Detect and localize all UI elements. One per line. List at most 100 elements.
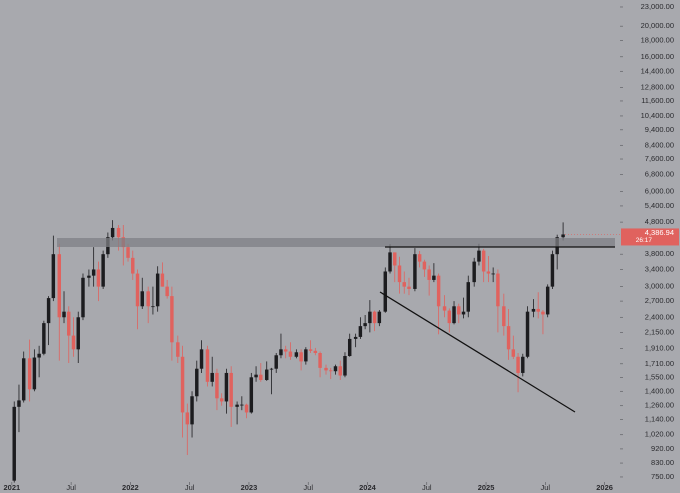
candle-body	[67, 311, 71, 336]
candle-body	[417, 254, 422, 262]
y-tick-label: 5,400.00	[645, 201, 674, 210]
candle-body	[160, 273, 165, 287]
candle-body	[486, 271, 491, 274]
candle-body	[224, 372, 229, 402]
candle-body	[432, 275, 436, 280]
candle-body	[76, 317, 80, 350]
y-tick-label: 830.00	[651, 458, 674, 467]
candle-body	[71, 335, 76, 350]
candle-body	[240, 404, 244, 406]
candle-body	[176, 342, 180, 357]
candle-body	[205, 349, 210, 382]
candle-body	[51, 254, 56, 299]
candle-body	[550, 254, 555, 287]
candle-body	[283, 349, 288, 352]
y-tick-label: 23,000.00	[641, 2, 674, 11]
candle-body	[388, 252, 392, 272]
y-tick-label: 1,910.00	[645, 344, 674, 353]
candle-body	[457, 306, 461, 315]
candle-body	[180, 356, 185, 413]
y-tick-label: 920.00	[651, 444, 674, 453]
candle-body	[42, 323, 46, 354]
candle-body	[333, 366, 338, 372]
y-tick-label: 10,400.00	[641, 111, 674, 120]
candle-body	[279, 349, 283, 356]
candle-body	[155, 273, 160, 307]
candle-body	[541, 311, 545, 315]
candle-body	[363, 323, 367, 327]
x-tick-label: 2021	[4, 483, 21, 492]
y-tick-label: 20,000.00	[641, 21, 674, 30]
y-tick-label: 1,140.00	[645, 414, 674, 423]
candle-body	[269, 368, 274, 370]
y-tick-label: 1,550.00	[645, 372, 674, 381]
candle-body	[452, 306, 456, 324]
candle-body	[531, 308, 536, 312]
candle-body	[427, 269, 431, 280]
candle-body	[254, 374, 258, 378]
countdown: 26:17	[636, 237, 653, 244]
candle-body	[329, 370, 333, 372]
candle-body	[46, 298, 51, 324]
candle-body	[466, 282, 470, 312]
candle-body	[491, 273, 495, 275]
candle-body	[110, 227, 115, 238]
x-tick-label: 2025	[478, 483, 495, 492]
y-tick-label: 2,700.00	[645, 296, 674, 305]
resistance-zone	[57, 238, 615, 247]
x-tick-label: Jul	[303, 483, 313, 492]
candle-body	[131, 257, 135, 274]
candle-body	[219, 398, 224, 402]
candle-body	[461, 311, 466, 315]
y-tick-label: 8,400.00	[645, 140, 674, 149]
y-tick-label: 11,600.00	[641, 96, 674, 105]
candle-body	[422, 261, 427, 270]
candle-body	[37, 353, 41, 358]
candle-body	[308, 349, 313, 351]
candle-body	[496, 273, 500, 307]
candle-body	[32, 357, 37, 390]
candle-body	[299, 352, 303, 362]
candle-body	[402, 282, 406, 287]
candle-body	[87, 275, 91, 278]
candle-body	[477, 250, 481, 262]
candle-body	[81, 277, 85, 318]
candle-body	[536, 308, 540, 312]
candle-body	[135, 273, 140, 307]
y-tick-label: 12,800.00	[641, 82, 674, 91]
y-tick-label: 14,400.00	[641, 66, 674, 75]
candle-body	[397, 265, 402, 283]
candle-body	[249, 377, 254, 413]
y-tick-label: 3,800.00	[645, 249, 674, 258]
candle-body	[215, 372, 219, 399]
candle-body	[521, 356, 525, 373]
axes: 23,000.00 20,000.00 18,000.00 16,000.00 14,4…	[4, 2, 679, 492]
candle-body	[506, 326, 511, 350]
candle-body	[116, 227, 121, 238]
candle-body	[244, 404, 249, 413]
candle-body	[265, 369, 269, 380]
candle-body	[372, 311, 377, 324]
y-tick-label: 6,000.00	[645, 186, 674, 195]
candle-body	[229, 372, 233, 407]
candle-body	[472, 261, 476, 283]
candle-body	[436, 275, 441, 307]
candle-body	[165, 286, 169, 297]
y-tick-label: 2,150.00	[645, 327, 674, 336]
candle-body	[353, 336, 358, 339]
candle-body	[62, 311, 66, 318]
candle-body	[294, 352, 299, 357]
last-price-box	[621, 228, 679, 246]
candle-body	[377, 311, 382, 324]
candle-body	[91, 269, 96, 276]
candle-body	[516, 356, 520, 373]
x-tick-label: Jul	[422, 483, 432, 492]
candle-body	[545, 286, 550, 315]
candle-body	[259, 374, 263, 380]
x-tick-label: 2026	[596, 483, 613, 492]
y-tick-label: 1,260.00	[645, 401, 674, 410]
candle-body	[199, 349, 204, 369]
candle-body	[343, 356, 347, 376]
y-tick-label: 1,020.00	[645, 430, 674, 439]
